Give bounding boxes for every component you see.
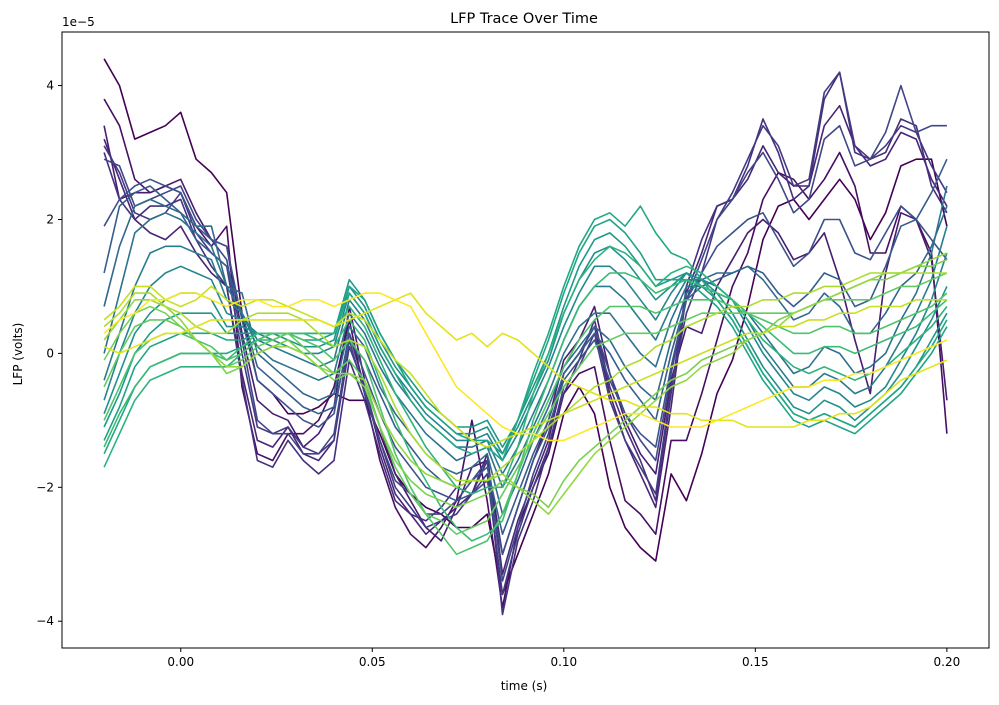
x-axis: 0.00 0.05 0.10 0.15 0.20 xyxy=(167,648,960,669)
x-tick-label: 0.20 xyxy=(934,655,961,669)
series-line-23 xyxy=(103,272,947,482)
y-tick-label: 4 xyxy=(46,79,54,93)
x-tick-label: 0.15 xyxy=(742,655,769,669)
y-tick-label: 0 xyxy=(46,346,54,360)
series-line-13 xyxy=(103,245,948,455)
series-line-6 xyxy=(103,84,947,582)
series-line-7 xyxy=(103,178,948,556)
series-line-1 xyxy=(103,98,948,609)
series-layer xyxy=(103,58,948,616)
chart-title: LFP Trace Over Time xyxy=(450,11,598,27)
y-axis-label: LFP (volts) xyxy=(11,323,25,386)
series-line-19 xyxy=(103,292,948,556)
series-line-15 xyxy=(103,218,948,455)
series-line-24 xyxy=(103,285,947,448)
series-line-22 xyxy=(103,252,948,515)
series-line-25 xyxy=(103,292,948,428)
x-tick-label: 0.05 xyxy=(359,655,386,669)
y-axis-offset-label: 1e−5 xyxy=(62,15,95,29)
y-axis: −4 −2 0 2 4 xyxy=(36,79,62,628)
series-line-9 xyxy=(103,198,948,515)
series-line-16 xyxy=(103,205,948,462)
series-line-26 xyxy=(103,292,948,442)
x-axis-label: time (s) xyxy=(501,679,548,693)
series-line-12 xyxy=(103,252,948,462)
x-tick-label: 0.00 xyxy=(167,655,194,669)
series-line-5 xyxy=(103,71,948,596)
series-line-10 xyxy=(103,185,948,489)
y-tick-label: −4 xyxy=(36,614,54,628)
y-tick-label: −2 xyxy=(36,480,54,494)
plot-area-frame xyxy=(61,31,990,649)
x-tick-label: 0.10 xyxy=(550,655,577,669)
y-tick-label: 2 xyxy=(46,212,54,226)
series-line-4 xyxy=(103,71,948,616)
